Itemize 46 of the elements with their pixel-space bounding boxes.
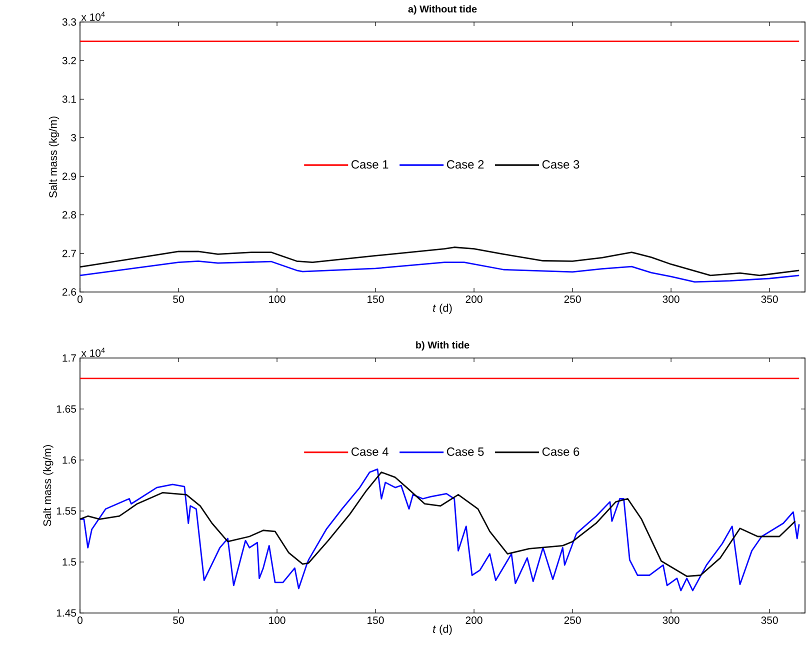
x-tick-label: 200: [466, 616, 482, 624]
legend-label: Case 1: [352, 160, 388, 169]
legend-label: Case 6: [542, 447, 580, 456]
y-tick-label: 1.55: [56, 507, 76, 515]
y-tick-label: 2.8: [62, 211, 76, 219]
text: x 10$^{4}$: [81, 348, 105, 357]
y-tick-label: 1.7: [62, 354, 76, 362]
x-tick-label: 250: [564, 296, 581, 303]
x-tick-label: 100: [269, 296, 286, 303]
chart-title: b) With tide: [416, 341, 470, 350]
legend-label: Case 3: [542, 160, 580, 169]
x-tick-label: 0: [78, 296, 82, 303]
x-tick-label: 200: [466, 296, 482, 303]
x-tick-label: 300: [662, 616, 680, 624]
y-axis-title: Salt mass (kg/m): [43, 445, 54, 526]
y-axis-title: Salt mass (kg/m): [48, 116, 60, 198]
x-tick-label: 350: [761, 616, 778, 624]
x-axis-title: t (d): [433, 304, 452, 314]
y-tick-label: 3.1: [62, 95, 76, 103]
y-tick-label: 3.2: [62, 56, 76, 64]
x-axis-title: t (d): [433, 624, 452, 635]
legend-label: Case 5: [446, 447, 484, 456]
x-tick-label: 0: [77, 616, 82, 624]
legend-label: Case 4: [352, 447, 388, 456]
x-tick-label: 350: [761, 296, 778, 303]
line-series: [79, 468, 800, 592]
x-tick-label: 50: [173, 296, 184, 303]
y-tick-label: 1.6: [62, 456, 76, 464]
y-tick-label: 2.6: [62, 288, 76, 296]
x-tick-label: 300: [662, 296, 680, 303]
line-series: [79, 260, 800, 283]
y-tick-label: 3: [71, 134, 76, 142]
y-tick-label: 1.65: [56, 405, 76, 413]
y-tick-label: 1.5: [62, 558, 76, 566]
chart-title: a) Without tide: [408, 5, 477, 14]
x-tick-label: 100: [269, 616, 286, 624]
x-tick-label: 50: [173, 616, 184, 624]
legend-label: Case 2: [446, 160, 484, 169]
x-tick-label: 150: [368, 616, 384, 624]
x-tick-label: 150: [368, 296, 384, 303]
text: x 10$^{4}$: [81, 12, 105, 21]
y-tick-label: 3.3: [62, 18, 76, 26]
y-tick-label: 2.7: [62, 250, 76, 258]
y-tick-label: 2.9: [62, 172, 76, 180]
x-tick-label: 250: [564, 616, 581, 624]
y-tick-label: 1.45: [56, 609, 76, 617]
